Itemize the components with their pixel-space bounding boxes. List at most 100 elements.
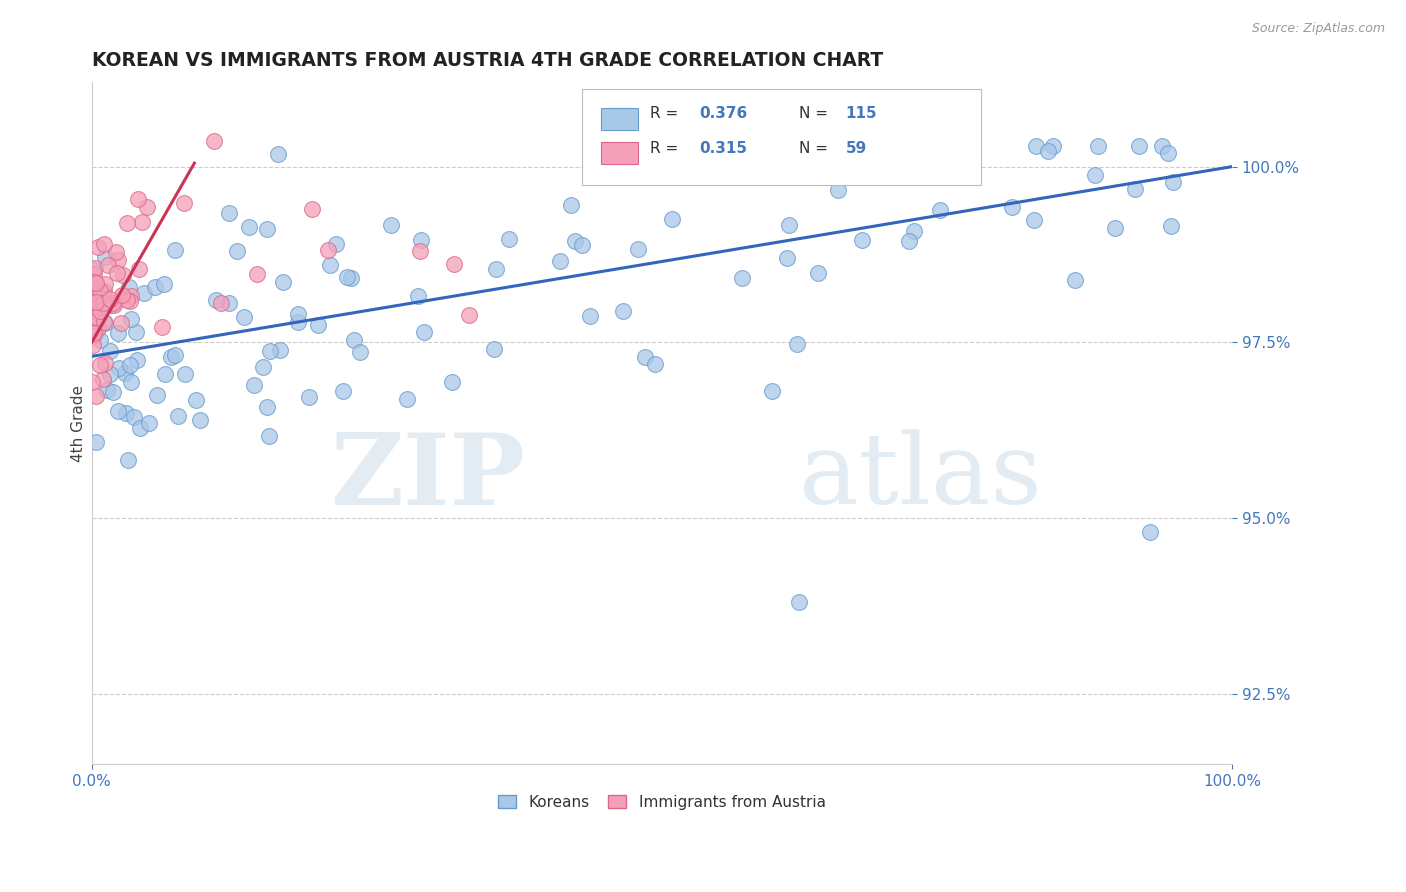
Point xyxy=(129,420,152,434)
Point xyxy=(83,267,105,281)
Point xyxy=(548,254,571,268)
Point xyxy=(117,452,139,467)
Point xyxy=(105,244,128,259)
Point xyxy=(1087,138,1109,153)
Point xyxy=(806,266,828,280)
Point xyxy=(84,325,107,339)
Point xyxy=(482,343,505,357)
Point xyxy=(218,296,240,310)
Point xyxy=(83,295,105,310)
Point xyxy=(114,366,136,380)
Point xyxy=(100,298,122,312)
Point xyxy=(89,301,111,315)
Point xyxy=(644,357,666,371)
Legend: Koreans, Immigrants from Austria: Koreans, Immigrants from Austria xyxy=(494,790,830,814)
Point xyxy=(1128,138,1150,153)
Point xyxy=(87,240,110,254)
Point xyxy=(238,220,260,235)
Point xyxy=(115,216,138,230)
Point xyxy=(778,219,800,233)
Point xyxy=(209,295,232,310)
Point xyxy=(100,292,122,306)
Text: R =: R = xyxy=(651,106,683,121)
Point xyxy=(218,206,240,220)
Y-axis label: 4th Grade: 4th Grade xyxy=(72,384,86,461)
Point xyxy=(298,390,321,404)
Point xyxy=(787,595,810,609)
Point xyxy=(287,315,309,329)
Text: 59: 59 xyxy=(845,141,866,155)
Point xyxy=(97,258,120,272)
Point xyxy=(105,266,128,280)
Point xyxy=(627,242,650,256)
Point xyxy=(118,294,141,309)
Point xyxy=(153,367,176,381)
Point xyxy=(560,197,582,211)
Point xyxy=(136,200,159,214)
Point xyxy=(132,285,155,300)
Point xyxy=(103,384,125,399)
Point xyxy=(167,409,190,424)
Point xyxy=(82,300,104,314)
Point xyxy=(233,310,256,324)
Point xyxy=(661,212,683,227)
Point xyxy=(579,309,602,323)
Point xyxy=(571,238,593,252)
Text: Source: ZipAtlas.com: Source: ZipAtlas.com xyxy=(1251,22,1385,36)
Point xyxy=(108,361,131,376)
Point xyxy=(786,337,808,351)
Point xyxy=(173,196,195,211)
Point xyxy=(564,234,586,248)
Point xyxy=(89,333,111,347)
Point xyxy=(111,268,134,282)
Point xyxy=(411,233,433,247)
Point xyxy=(287,306,309,320)
Point xyxy=(301,202,323,216)
Point xyxy=(634,350,657,364)
Point xyxy=(173,368,195,382)
Point xyxy=(107,404,129,418)
Point xyxy=(125,325,148,339)
FancyBboxPatch shape xyxy=(602,108,638,130)
Point xyxy=(110,316,132,330)
Point xyxy=(103,295,125,310)
Point xyxy=(184,392,207,407)
Point xyxy=(343,334,366,348)
Point xyxy=(730,270,752,285)
Point xyxy=(1001,200,1024,214)
Point xyxy=(128,261,150,276)
FancyBboxPatch shape xyxy=(582,89,981,185)
Point xyxy=(396,392,419,407)
Point xyxy=(82,338,104,352)
Point xyxy=(89,304,111,318)
Point xyxy=(93,356,115,370)
Point xyxy=(1161,175,1184,189)
Point xyxy=(82,286,104,301)
Point xyxy=(120,358,142,372)
Point xyxy=(82,278,104,293)
Point xyxy=(929,202,952,217)
Point xyxy=(91,372,114,386)
Point xyxy=(91,296,114,310)
Point xyxy=(612,304,634,318)
Text: N =: N = xyxy=(799,106,832,121)
Point xyxy=(96,383,118,397)
Point xyxy=(153,277,176,292)
Text: 0.315: 0.315 xyxy=(699,141,748,155)
Point xyxy=(86,295,108,310)
Text: N =: N = xyxy=(799,141,832,155)
Point xyxy=(318,258,340,272)
Point xyxy=(82,329,104,343)
Point xyxy=(1025,138,1047,153)
Point xyxy=(150,320,173,334)
Point xyxy=(82,295,104,310)
Point xyxy=(94,277,117,292)
Point xyxy=(443,257,465,271)
Point xyxy=(1084,169,1107,183)
Point xyxy=(202,134,225,148)
Point xyxy=(827,183,849,197)
Text: ZIP: ZIP xyxy=(330,429,524,526)
Point xyxy=(316,243,339,257)
Point xyxy=(1157,146,1180,161)
Point xyxy=(1064,272,1087,286)
